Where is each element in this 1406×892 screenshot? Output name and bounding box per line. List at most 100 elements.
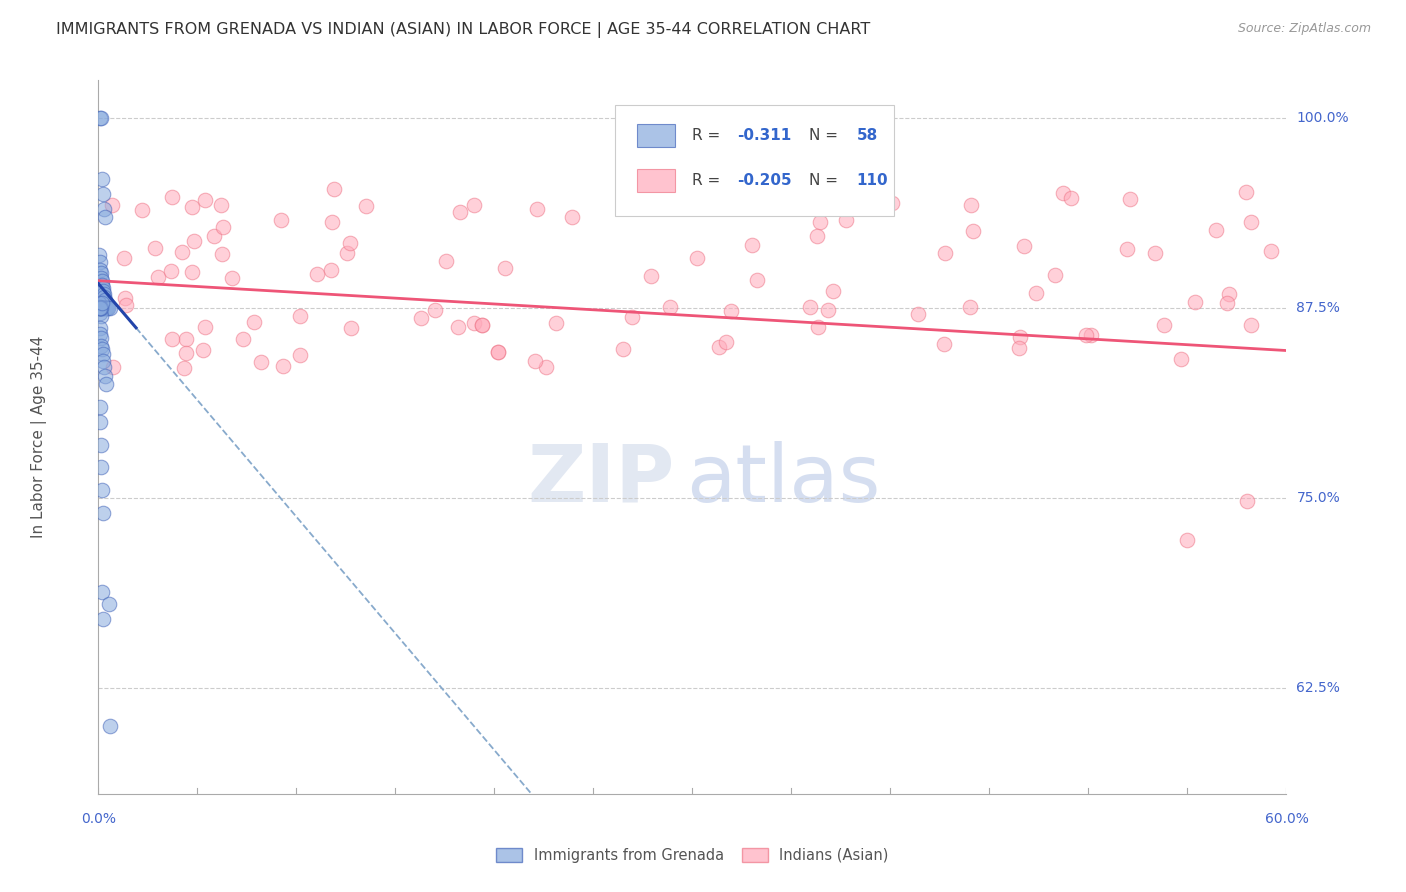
Point [463, 316, 485, 330]
Point [98, 718, 121, 732]
Point [91, 278, 114, 293]
Bar [637, 124, 675, 146]
Point [202, 229, 225, 244]
Point [799, 300, 821, 314]
Point [658, 300, 681, 314]
Bar [637, 169, 675, 192]
Point [194, 194, 217, 208]
Point [1008, 341, 1031, 355]
Point [93, 285, 115, 299]
Point [745, 272, 768, 286]
Text: 75.0%: 75.0% [1296, 491, 1340, 505]
Point [1260, 244, 1282, 259]
Text: 110: 110 [856, 173, 889, 187]
Point [91, 296, 114, 310]
Point [180, 200, 202, 214]
Point [807, 320, 830, 334]
Point [93, 506, 115, 520]
Point [686, 251, 709, 265]
Point [356, 199, 378, 213]
Point [319, 263, 342, 277]
Point [89, 112, 111, 126]
Point [91, 281, 114, 295]
Point [526, 202, 548, 216]
Point [90, 438, 112, 452]
Point [91, 301, 114, 315]
Point [93, 290, 115, 304]
Point [174, 346, 197, 360]
Point [94, 210, 117, 224]
Point [90, 270, 112, 285]
Text: 87.5%: 87.5% [1296, 301, 1340, 315]
Point [191, 343, 214, 358]
Point [852, 197, 875, 211]
Point [160, 264, 183, 278]
Point [544, 316, 567, 330]
Point [470, 318, 492, 332]
Point [89, 296, 111, 310]
Point [90, 339, 112, 353]
Point [89, 300, 111, 314]
Point [494, 260, 516, 275]
Point [90, 309, 112, 323]
Point [1080, 327, 1102, 342]
Point [93, 187, 115, 202]
Point [89, 263, 111, 277]
Point [1240, 215, 1263, 229]
Point [93, 287, 115, 301]
Text: atlas: atlas [686, 441, 882, 519]
Point [1143, 246, 1166, 260]
Point [707, 340, 730, 354]
Point [89, 301, 111, 315]
Text: 100.0%: 100.0% [1296, 112, 1348, 125]
Point [1240, 318, 1263, 332]
Point [90, 266, 112, 280]
Point [959, 198, 981, 212]
Point [89, 305, 111, 319]
Point [249, 355, 271, 369]
Point [806, 229, 828, 244]
Point [115, 298, 138, 312]
Point [1234, 185, 1257, 199]
Point [1236, 493, 1258, 508]
Point [89, 400, 111, 414]
Legend: Immigrants from Grenada, Indians (Asian): Immigrants from Grenada, Indians (Asian) [491, 842, 894, 869]
Point [817, 302, 839, 317]
Point [89, 326, 111, 341]
Point [323, 182, 346, 196]
Text: N =: N = [808, 128, 842, 143]
Point [640, 268, 662, 283]
Point [232, 333, 254, 347]
Point [621, 310, 644, 324]
Point [932, 336, 955, 351]
Point [290, 309, 312, 323]
Point [534, 360, 557, 375]
Point [1205, 223, 1227, 237]
Point [90, 301, 112, 315]
Text: R =: R = [692, 128, 725, 143]
Point [741, 238, 763, 252]
Point [524, 354, 547, 368]
Point [720, 303, 742, 318]
Point [89, 415, 111, 429]
Point [290, 348, 312, 362]
Point [339, 235, 361, 250]
Point [90, 301, 112, 315]
Point [307, 267, 329, 281]
Point [89, 301, 111, 315]
Point [89, 301, 111, 315]
Point [1045, 268, 1067, 283]
Point [91, 172, 114, 186]
Point [160, 332, 183, 346]
Text: 0.0%: 0.0% [82, 812, 115, 826]
Point [183, 234, 205, 248]
Point [98, 301, 121, 315]
Point [1170, 352, 1192, 367]
Point [89, 255, 111, 269]
Point [148, 270, 170, 285]
Point [340, 321, 363, 335]
Point [93, 301, 115, 315]
Point [810, 214, 832, 228]
Point [425, 303, 447, 318]
Point [174, 332, 197, 346]
